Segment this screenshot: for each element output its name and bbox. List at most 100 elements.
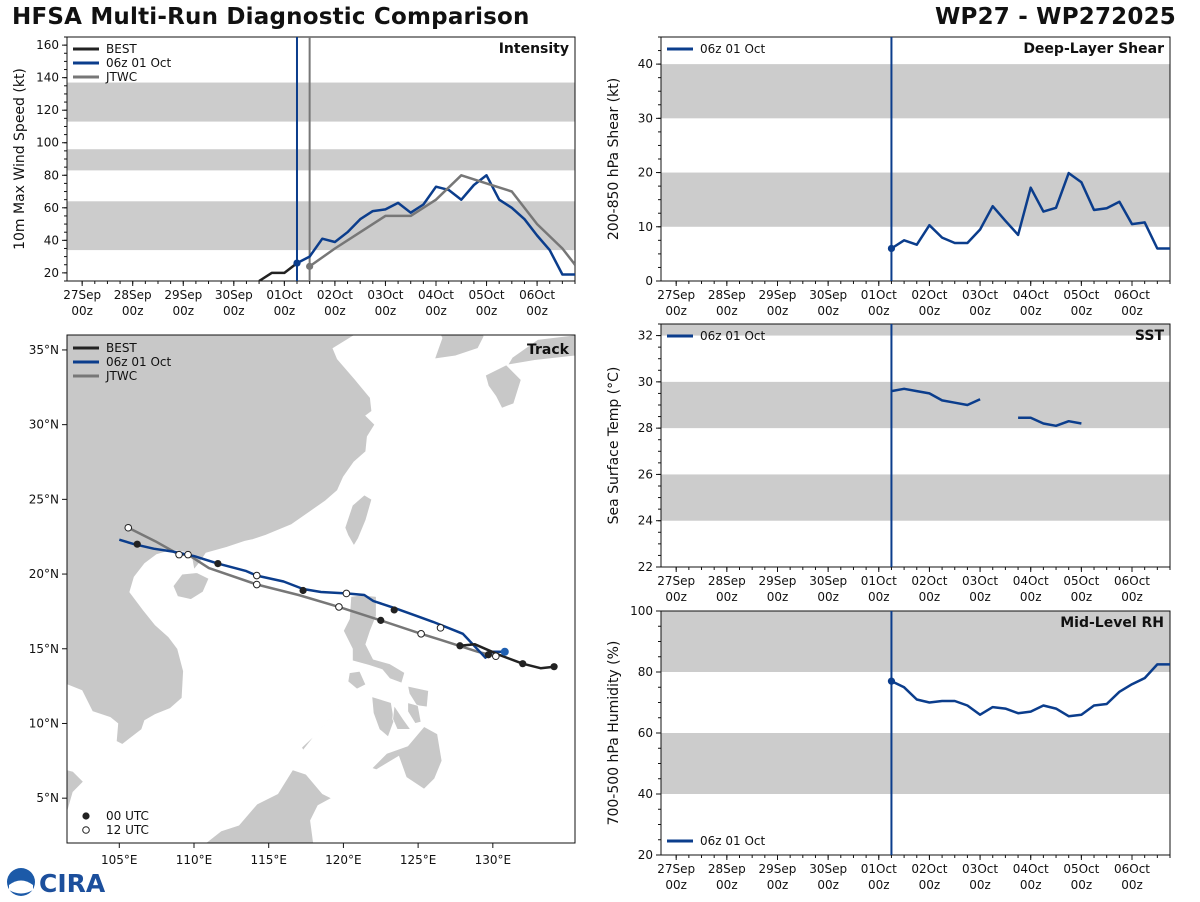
land-group: [67, 335, 575, 843]
sst-series-group: [891, 387, 1082, 428]
intensity-ytick-label: 140: [36, 71, 59, 85]
rh-chart: 20 40 60 80 100 27Sep 00z 28Sep 00z 29Sep 00z 30Sep…: [606, 604, 1171, 892]
track-marker-12utc: [342, 589, 351, 598]
intensity-xtick-date: 30Sep: [215, 288, 253, 302]
track-legend-marker-00: [82, 812, 90, 820]
rh-xtick-date: 27Sep: [657, 862, 695, 876]
leyte: [407, 702, 422, 724]
intensity-xtick-hour: 00z: [375, 304, 397, 318]
track-marker-00utc: [390, 606, 398, 614]
shear-xtick-date: 05Oct: [1063, 288, 1099, 302]
rh-xtick-hour: 00z: [1121, 878, 1143, 892]
track-current-position: [500, 647, 509, 656]
sst-xtick-date: 04Oct: [1013, 574, 1049, 588]
sst-ytick-label: 32: [638, 329, 653, 343]
rh-xtick-date: 30Sep: [809, 862, 847, 876]
intensity-series-start-point: [293, 259, 301, 267]
taiwan: [344, 494, 373, 547]
rh-xtick-hour: 00z: [919, 878, 941, 892]
intensity-chart: 20 40 60 80 100 120 140 160 27Sep 00z 28Sep 00z 29Se…: [12, 36, 576, 318]
sst-xtick-date: 06Oct: [1114, 574, 1150, 588]
rh-ytick-label: 100: [630, 604, 653, 618]
intensity-series-run: [296, 174, 575, 276]
sst-xtick-hour: 00z: [1121, 590, 1143, 604]
intensity-xtick-date: 06Oct: [519, 288, 555, 302]
sst-series-run: [1018, 416, 1082, 428]
shear-ytick-label: 10: [638, 220, 653, 234]
track-marker-12utc: [175, 550, 183, 559]
shear-xtick-date: 02Oct: [911, 288, 947, 302]
track-marker-12utc: [252, 571, 261, 580]
rh-xtick-date: 05Oct: [1063, 862, 1099, 876]
shear-xtick-hour: 00z: [919, 304, 941, 318]
shear-xtick-date: 27Sep: [657, 288, 695, 302]
track-legend-label: BEST: [106, 341, 137, 355]
shear-xtick-date: 01Oct: [861, 288, 897, 302]
rh-series-group: [887, 663, 1170, 718]
shear-xtick-hour: 00z: [868, 304, 890, 318]
intensity-xtick-hour: 00z: [71, 304, 93, 318]
track-marker-12utc: [124, 523, 133, 532]
intensity-xtick-date: 04Oct: [418, 288, 454, 302]
malay-peninsula: [67, 769, 84, 814]
sst-band: [661, 381, 1170, 429]
rh-title: Mid-Level RH: [1060, 615, 1164, 631]
track-legend-marker-12: [82, 826, 90, 834]
track-marker-00utc: [299, 586, 307, 595]
track-marker-legend-label: 12 UTC: [106, 823, 149, 837]
track-title: Track: [527, 342, 570, 358]
rh-xtick-date: 29Sep: [759, 862, 797, 876]
track-legend-label: JTWC: [105, 369, 137, 383]
rh-ylabel: 700-500 hPa Humidity (%): [606, 641, 622, 826]
shear-frame: [660, 36, 1171, 282]
sst-xtick-date: 05Oct: [1063, 574, 1099, 588]
shear-xtick-hour: 00z: [716, 304, 738, 318]
intensity-xtick-date: 01Oct: [266, 288, 302, 302]
intensity-xtick-date: 05Oct: [469, 288, 505, 302]
track-ytick-label: 30°N: [29, 418, 59, 432]
intensity-band: [67, 149, 575, 171]
intensity-xtick-hour: 00z: [172, 304, 194, 318]
sst-series-run: [891, 387, 981, 407]
sst-band: [661, 474, 1170, 521]
intensity-ytick-label: 60: [44, 201, 59, 215]
sst-ylabel: Sea Surface Temp (°C): [606, 367, 622, 525]
sst-xtick-hour: 00z: [1020, 590, 1042, 604]
track-xtick-label: 105°E: [101, 853, 138, 867]
track-ytick-label: 15°N: [29, 642, 59, 656]
sst-ytick-label: 30: [638, 375, 653, 389]
rh-legend-label: 06z 01 Oct: [700, 834, 766, 848]
track-marker-12utc: [184, 550, 192, 559]
sst-xtick-date: 29Sep: [759, 574, 797, 588]
shear-ytick-label: 20: [638, 166, 653, 180]
shear-ytick-label: 30: [638, 111, 653, 125]
rh-band: [661, 733, 1170, 794]
rh-xtick-date: 04Oct: [1013, 862, 1049, 876]
page-title: HFSA Multi-Run Diagnostic Comparison: [12, 4, 530, 30]
rh-xtick-hour: 00z: [817, 878, 839, 892]
track-marker-12utc: [436, 624, 445, 632]
shear-series-group: [887, 171, 1170, 253]
track-ytick-label: 35°N: [29, 343, 59, 357]
track-marker-00utc: [133, 540, 141, 548]
track-xtick-label: 115°E: [250, 853, 287, 867]
sst-frame: [660, 323, 1171, 568]
shear-xtick-hour: 00z: [969, 304, 991, 318]
track-xtick-label: 120°E: [325, 853, 362, 867]
shear-ylabel: 200-850 hPa Shear (kt): [606, 78, 622, 240]
track-marker-12utc: [492, 652, 500, 661]
rh-series-run: [890, 663, 1170, 718]
sst-chart: 22 24 26 28 30 32 27Sep 00z 28Sep 00z 29Sep 00z 30Se…: [606, 323, 1171, 604]
intensity-xtick-date: 29Sep: [164, 288, 202, 302]
track-frame: [66, 334, 576, 844]
sst-xtick-date: 30Sep: [809, 574, 847, 588]
sst-ytick-label: 26: [638, 467, 653, 481]
track-marker-00utc: [456, 642, 464, 650]
track-marker-00utc: [519, 660, 527, 668]
sst-xtick-date: 01Oct: [861, 574, 897, 588]
track-chart: 105°E 110°E 115°E 120°E 125°E 130°E 5°N 10°N 15°…: [29, 334, 576, 867]
intensity-ytick-label: 160: [36, 38, 59, 52]
shear-xtick-hour: 00z: [1121, 304, 1143, 318]
